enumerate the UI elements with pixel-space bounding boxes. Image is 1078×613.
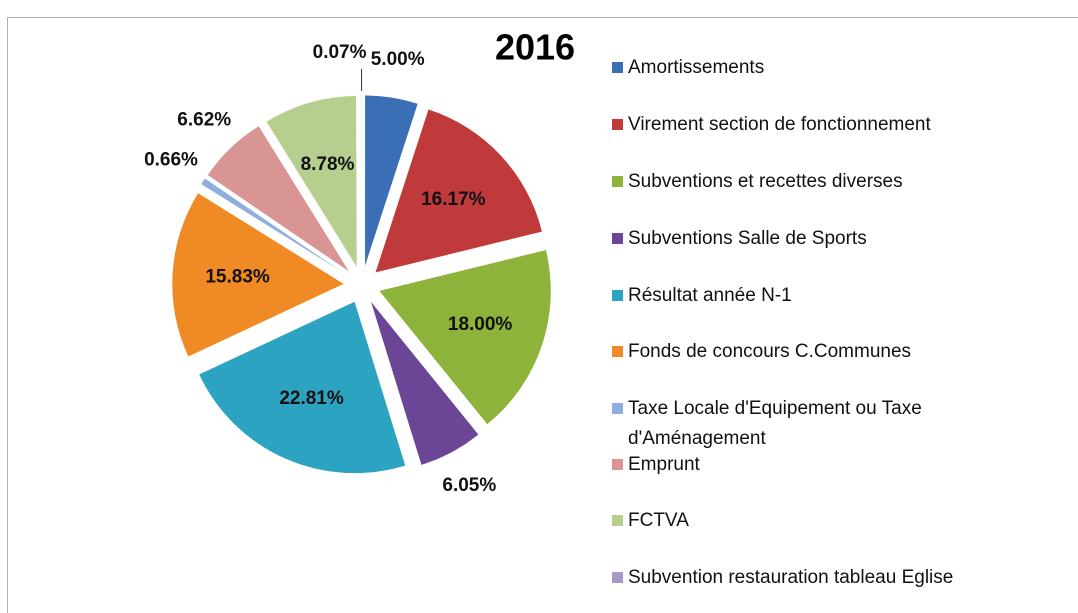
- pie-slice: [374, 108, 543, 274]
- pie-slice: [207, 125, 350, 273]
- legend-label: Emprunt: [628, 454, 700, 475]
- pie-slice: [360, 94, 363, 268]
- data-label: 18.00%: [448, 314, 513, 335]
- data-label: 6.62%: [177, 109, 231, 130]
- legend-entry: Résultat année N-1: [612, 281, 1042, 311]
- pie-slice: [378, 249, 552, 425]
- legend-swatch: [612, 176, 623, 187]
- pie-slice: [200, 177, 348, 276]
- legend-entry: Amortissements: [612, 53, 1042, 83]
- legend-label: Subventions Salle de Sports: [628, 228, 867, 249]
- data-label: 6.05%: [442, 475, 496, 496]
- data-label: 0.66%: [144, 149, 198, 170]
- pie-slice: [171, 192, 345, 358]
- legend-label: Subvention restauration tableau Eglise: [628, 567, 954, 588]
- pie-slice: [370, 300, 480, 466]
- data-label: 5.00%: [371, 49, 425, 70]
- legend-entry: Subventions et recettes diverses: [612, 167, 1042, 197]
- legend-label: Fonds de concours C.Communes: [628, 341, 912, 362]
- legend-swatch: [612, 290, 623, 301]
- legend-entry: Taxe Locale d'Equipement ou Taxe d'Aména…: [612, 394, 1042, 454]
- data-label: 0.07%: [313, 42, 367, 63]
- legend-entry: Subventions Salle de Sports: [612, 224, 1042, 254]
- legend-swatch: [612, 62, 623, 73]
- legend-swatch: [612, 572, 623, 583]
- legend-swatch: [612, 459, 623, 470]
- pie-slice: [198, 301, 406, 474]
- pie-slice: [265, 95, 358, 269]
- chart-title: 2016: [495, 27, 575, 68]
- data-label: 22.81%: [279, 388, 344, 409]
- legend-entry: Subvention restauration tableau Eglise: [612, 563, 1042, 593]
- legend-swatch: [612, 403, 623, 414]
- legend-swatch: [612, 233, 623, 244]
- legend-label: Subventions et recettes diverses: [628, 171, 903, 192]
- legend-swatch: [612, 119, 623, 130]
- legend-entry: Fonds de concours C.Communes: [612, 337, 1042, 367]
- legend-label: Virement section de fonctionnement: [628, 114, 931, 135]
- data-label: 8.78%: [301, 154, 355, 175]
- legend-label: FCTVA: [628, 510, 689, 531]
- data-label: 16.17%: [421, 189, 486, 210]
- legend-entry: Virement section de fonctionnement: [612, 110, 1042, 140]
- pie-slice: [364, 94, 419, 268]
- legend-label: Amortissements: [628, 57, 765, 78]
- legend-label: Résultat année N-1: [628, 285, 792, 306]
- legend-swatch: [612, 515, 623, 526]
- legend-entry: FCTVA: [612, 506, 1042, 536]
- data-label: 15.83%: [205, 267, 270, 288]
- chart-border: [7, 17, 1078, 613]
- legend-swatch: [612, 346, 623, 357]
- legend-label: Taxe Locale d'Equipement ou Taxe d'Aména…: [628, 398, 922, 449]
- legend-entry: Emprunt: [612, 450, 1042, 480]
